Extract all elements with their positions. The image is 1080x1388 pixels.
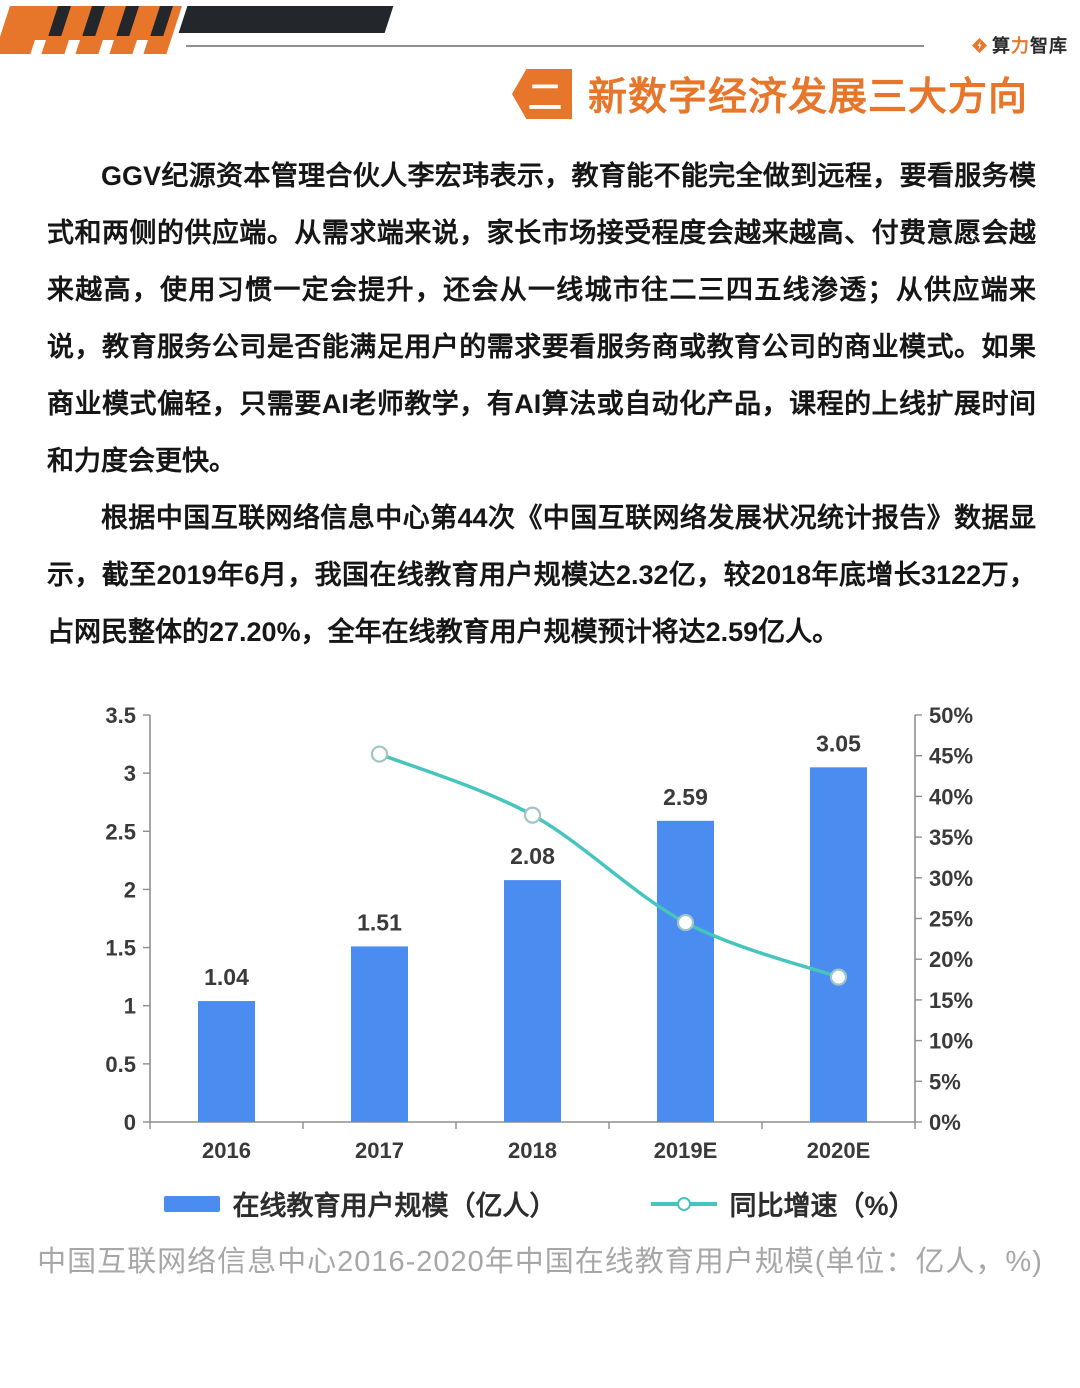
svg-text:1: 1 bbox=[124, 994, 136, 1019]
svg-text:2.59: 2.59 bbox=[663, 784, 708, 810]
svg-text:2019E: 2019E bbox=[654, 1138, 718, 1163]
svg-text:2018: 2018 bbox=[508, 1138, 557, 1163]
svg-text:50%: 50% bbox=[929, 703, 973, 728]
svg-text:40%: 40% bbox=[929, 784, 973, 809]
header-orange-band bbox=[0, 6, 182, 54]
paragraph-2: 根据中国互联网络信息中心第44次《中国互联网络发展状况统计报告》数据显示，截至2… bbox=[47, 503, 1036, 647]
svg-text:2016: 2016 bbox=[202, 1138, 251, 1163]
svg-text:2017: 2017 bbox=[355, 1138, 404, 1163]
legend-line-marker bbox=[677, 1196, 692, 1211]
svg-text:0.5: 0.5 bbox=[105, 1052, 136, 1077]
diamond-bolt-icon bbox=[971, 37, 988, 54]
article-body: GGV纪源资本管理合伙人李宏玮表示，教育能不能完全做到远程，要看服务模式和两侧的… bbox=[47, 148, 1036, 661]
header-stripe bbox=[48, 6, 71, 36]
brand-logo-text: 算力智库 bbox=[992, 36, 1068, 56]
svg-text:3.05: 3.05 bbox=[816, 730, 861, 756]
svg-text:35%: 35% bbox=[929, 825, 973, 850]
legend-item-bar: 在线教育用户规模（亿人） bbox=[164, 1184, 556, 1223]
header-black-band bbox=[178, 6, 394, 33]
svg-text:10%: 10% bbox=[929, 1029, 973, 1054]
legend-line-swatch bbox=[651, 1196, 718, 1211]
legend-line-label: 同比增速（%） bbox=[729, 1191, 916, 1221]
legend-bar-swatch bbox=[164, 1195, 221, 1212]
svg-text:1.51: 1.51 bbox=[357, 909, 402, 935]
header-divider bbox=[186, 45, 924, 47]
svg-text:45%: 45% bbox=[929, 744, 973, 769]
svg-text:25%: 25% bbox=[929, 907, 973, 932]
svg-text:2.08: 2.08 bbox=[510, 843, 555, 869]
brand-logo: 算力智库 bbox=[971, 32, 1068, 58]
svg-text:3.5: 3.5 bbox=[105, 703, 136, 728]
header-stripe bbox=[98, 39, 115, 54]
svg-text:2.5: 2.5 bbox=[105, 819, 136, 844]
svg-text:0: 0 bbox=[124, 1110, 136, 1135]
header-stripe bbox=[132, 39, 149, 54]
section-badge-icon: 二 bbox=[511, 69, 572, 119]
svg-text:30%: 30% bbox=[929, 866, 973, 891]
figure-caption: 中国互联网络信息中心2016-2020年中国在线教育用户规模(单位：亿人，%) bbox=[37, 1246, 1043, 1278]
svg-text:15%: 15% bbox=[929, 988, 973, 1013]
paragraph-1: GGV纪源资本管理合伙人李宏玮表示，教育能不能完全做到远程，要看服务模式和两侧的… bbox=[47, 161, 1036, 476]
svg-text:20%: 20% bbox=[929, 947, 973, 972]
svg-text:5%: 5% bbox=[929, 1069, 961, 1094]
svg-text:2020E: 2020E bbox=[807, 1138, 871, 1163]
svg-text:2: 2 bbox=[124, 877, 136, 902]
chart-legend: 在线教育用户规模（亿人） 同比增速（%） bbox=[0, 1184, 1080, 1223]
section-header: 二 新数字经济发展三大方向 bbox=[511, 66, 1028, 122]
svg-text:1.5: 1.5 bbox=[105, 936, 136, 961]
header-stripe bbox=[116, 6, 139, 36]
svg-text:1.04: 1.04 bbox=[204, 964, 249, 990]
header-stripe bbox=[30, 39, 47, 54]
svg-text:0%: 0% bbox=[929, 1110, 961, 1135]
svg-text:3: 3 bbox=[124, 761, 136, 786]
header-stripe bbox=[82, 6, 105, 36]
header-stripe bbox=[64, 39, 81, 54]
legend-item-line: 同比增速（%） bbox=[651, 1184, 916, 1223]
combo-chart: 0 0.5 1 1.5 2 2.5 3 3.5 0% 5% 10% 15% 20% 25% 30% 35% 40… bbox=[76, 692, 1010, 1170]
legend-bar-label: 在线教育用户规模（亿人） bbox=[232, 1191, 557, 1221]
section-title: 新数字经济发展三大方向 bbox=[587, 76, 1028, 119]
header-stripe bbox=[150, 6, 173, 36]
